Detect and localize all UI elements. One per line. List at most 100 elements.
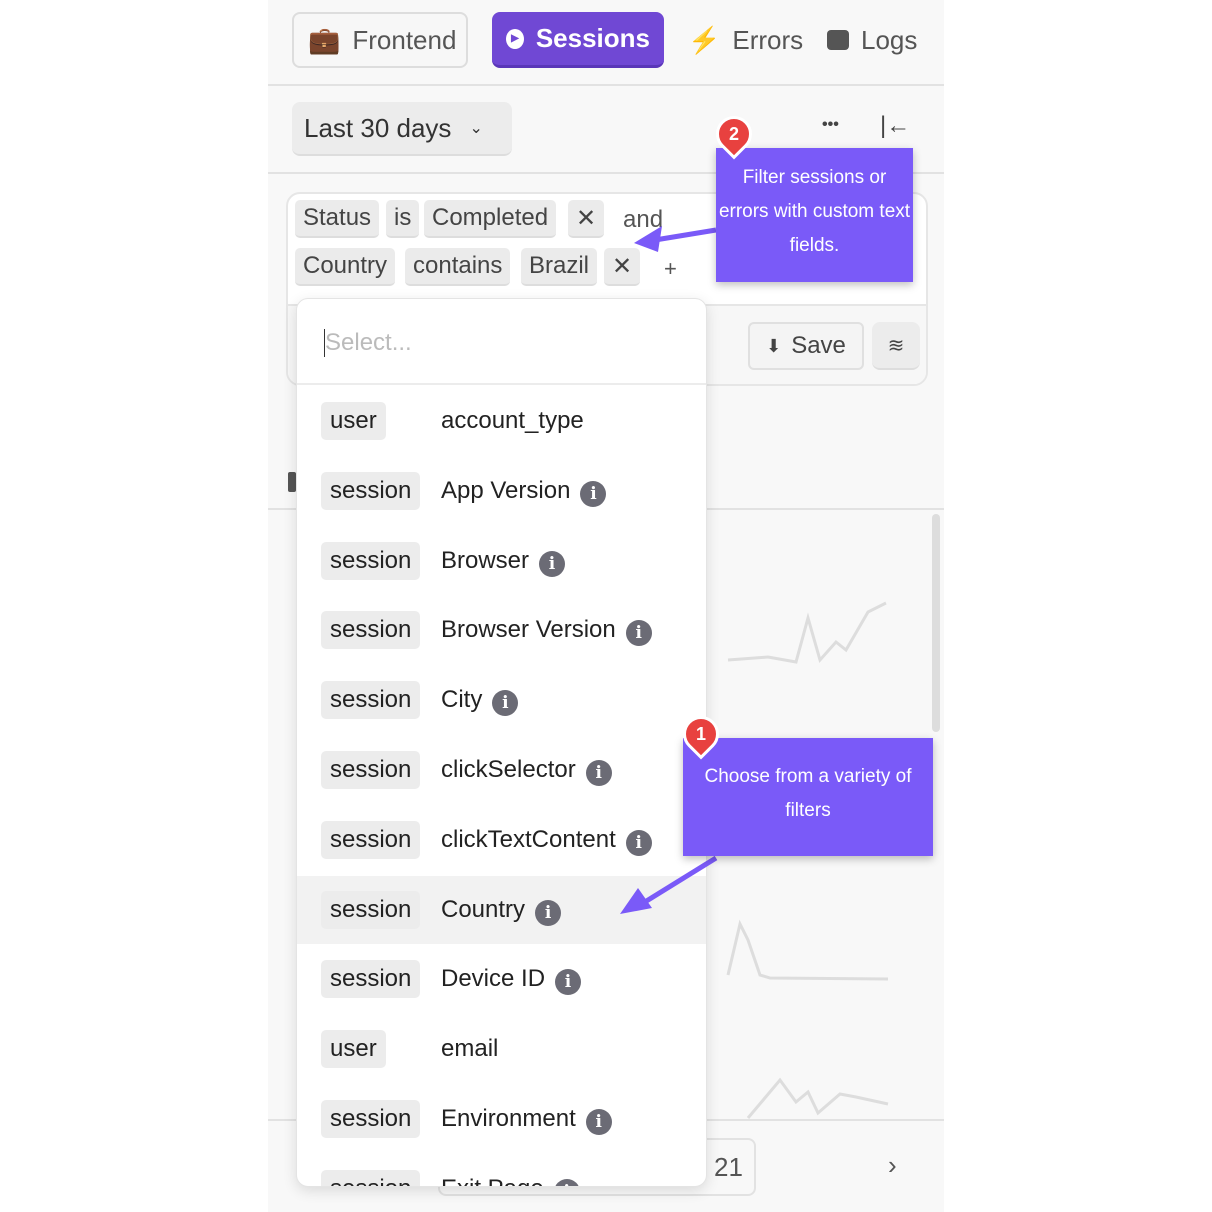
partial-element bbox=[288, 472, 296, 492]
bolt-icon: ⚡ bbox=[688, 24, 721, 55]
option-label-wrap: Environment i bbox=[441, 1103, 612, 1135]
filter-option[interactable]: session Exit Page i bbox=[297, 1155, 706, 1186]
filter-option[interactable]: session Country i bbox=[297, 875, 706, 944]
remove-filter-button[interactable]: ✕ bbox=[568, 200, 605, 238]
info-icon[interactable]: i bbox=[555, 969, 582, 996]
page-number[interactable]: 21 bbox=[714, 1152, 743, 1182]
more-options-button[interactable]: ••• bbox=[822, 116, 839, 133]
info-icon[interactable]: i bbox=[585, 760, 612, 786]
filter-joiner: and bbox=[623, 206, 664, 233]
save-button[interactable]: ⬇ Save bbox=[748, 322, 864, 370]
option-kind-badge: session bbox=[321, 960, 421, 999]
arrow-line bbox=[654, 227, 717, 243]
info-icon[interactable]: i bbox=[553, 1178, 580, 1186]
info-icon[interactable]: i bbox=[625, 620, 652, 647]
arrow-head bbox=[634, 226, 662, 252]
filter-value[interactable]: Brazil bbox=[521, 248, 598, 286]
option-kind-badge: session bbox=[321, 471, 421, 510]
option-kind-badge: session bbox=[321, 1100, 421, 1138]
chevron-down-icon: ⌄ bbox=[469, 120, 483, 137]
placeholder: Select... bbox=[325, 329, 412, 356]
option-label-wrap: Exit Page i bbox=[441, 1173, 580, 1186]
option-label: account_type bbox=[441, 407, 584, 434]
option-kind-badge: session bbox=[321, 820, 421, 859]
option-kind-badge: session bbox=[321, 1169, 421, 1186]
option-label-wrap: Browser i bbox=[441, 545, 566, 577]
info-icon[interactable]: i bbox=[625, 829, 652, 856]
filter-option[interactable]: session Environment i bbox=[297, 1085, 706, 1153]
info-icon[interactable]: i bbox=[539, 550, 566, 577]
tab-sessions[interactable]: ▶ Sessions bbox=[492, 12, 664, 68]
filter-option[interactable]: session City i bbox=[297, 666, 706, 734]
collapse-panel-icon[interactable]: |← bbox=[880, 112, 911, 139]
sparkline bbox=[727, 601, 887, 664]
filter-value[interactable]: Completed bbox=[424, 200, 557, 238]
log-icon bbox=[827, 30, 849, 50]
divider bbox=[268, 172, 944, 174]
option-label-wrap: Device ID i bbox=[441, 963, 582, 996]
option-kind-badge: user bbox=[321, 402, 386, 440]
tab-label: Sessions bbox=[535, 23, 650, 53]
filter-option[interactable]: session clickTextContent i bbox=[297, 806, 706, 874]
info-icon[interactable]: i bbox=[580, 480, 607, 507]
option-label: Device ID bbox=[441, 965, 546, 993]
date-range-label: Last 30 days bbox=[304, 112, 452, 143]
option-kind-badge: session bbox=[321, 611, 421, 650]
arrow-line bbox=[638, 855, 718, 908]
option-label: Browser bbox=[441, 546, 530, 574]
filter-option[interactable]: user email bbox=[297, 1015, 706, 1083]
option-label-wrap: City i bbox=[441, 684, 519, 717]
filter-option[interactable]: session Browser i bbox=[297, 527, 706, 595]
option-label: Exit Page bbox=[441, 1175, 544, 1186]
filter-operator[interactable]: contains bbox=[405, 248, 511, 286]
option-label: clickSelector bbox=[441, 756, 576, 783]
filter-field[interactable]: Country bbox=[295, 248, 396, 286]
option-kind-badge: user bbox=[321, 1030, 386, 1069]
tab-label: Logs bbox=[861, 24, 918, 55]
date-range-select[interactable]: Last 30 days ⌄ bbox=[292, 102, 512, 156]
sparklines bbox=[726, 601, 889, 1119]
info-icon[interactable]: i bbox=[535, 899, 562, 926]
filter-option[interactable]: session clickSelector i bbox=[297, 736, 706, 804]
tab-errors[interactable]: ⚡ Errors bbox=[674, 12, 817, 68]
filter-option[interactable]: session App Version i bbox=[297, 457, 706, 525]
filter-option[interactable]: session Device ID i bbox=[297, 945, 706, 1013]
option-kind-badge: session bbox=[321, 681, 421, 720]
filter-search-input[interactable]: Select... bbox=[297, 299, 706, 385]
add-filter-button[interactable]: + bbox=[664, 256, 677, 281]
option-kind-badge: session bbox=[321, 890, 421, 929]
option-label: Environment bbox=[441, 1105, 576, 1132]
tab-logs[interactable]: Logs bbox=[813, 12, 931, 68]
scrollbar[interactable] bbox=[932, 514, 940, 732]
option-label: email bbox=[441, 1035, 499, 1063]
arrow-head bbox=[620, 888, 652, 914]
save-icon: ⬇ bbox=[766, 335, 782, 356]
layers-icon[interactable]: ≋ bbox=[872, 322, 920, 370]
option-label: Country bbox=[441, 895, 526, 923]
option-label-wrap: Country i bbox=[441, 894, 562, 926]
divider bbox=[268, 84, 944, 86]
filter-option[interactable]: session Browser Version i bbox=[297, 596, 706, 664]
filter-field[interactable]: Status bbox=[295, 200, 380, 238]
save-label: Save bbox=[791, 332, 846, 359]
tab-label: Errors bbox=[732, 24, 804, 55]
tooltip-2: Filter sessions or errors with custom te… bbox=[716, 148, 913, 282]
info-icon[interactable]: i bbox=[585, 1109, 612, 1135]
sparkline bbox=[746, 1077, 889, 1119]
option-label: Browser Version bbox=[441, 616, 616, 644]
info-icon[interactable]: i bbox=[492, 690, 519, 717]
next-page-button[interactable]: › bbox=[888, 1150, 897, 1180]
option-label-wrap: Browser Version i bbox=[441, 614, 652, 647]
play-circle-icon: ▶ bbox=[506, 28, 524, 49]
option-label: City bbox=[441, 686, 483, 714]
filter-option[interactable]: user account_type bbox=[297, 387, 706, 455]
filter-operator[interactable]: is bbox=[386, 200, 420, 238]
briefcase-icon: 💼 bbox=[308, 24, 341, 55]
tab-frontend[interactable]: 💼 Frontend bbox=[292, 12, 468, 68]
option-label: App Version bbox=[441, 476, 571, 504]
option-kind-badge: session bbox=[321, 751, 421, 789]
remove-filter-button[interactable]: ✕ bbox=[604, 248, 641, 286]
sparkline bbox=[726, 919, 889, 981]
